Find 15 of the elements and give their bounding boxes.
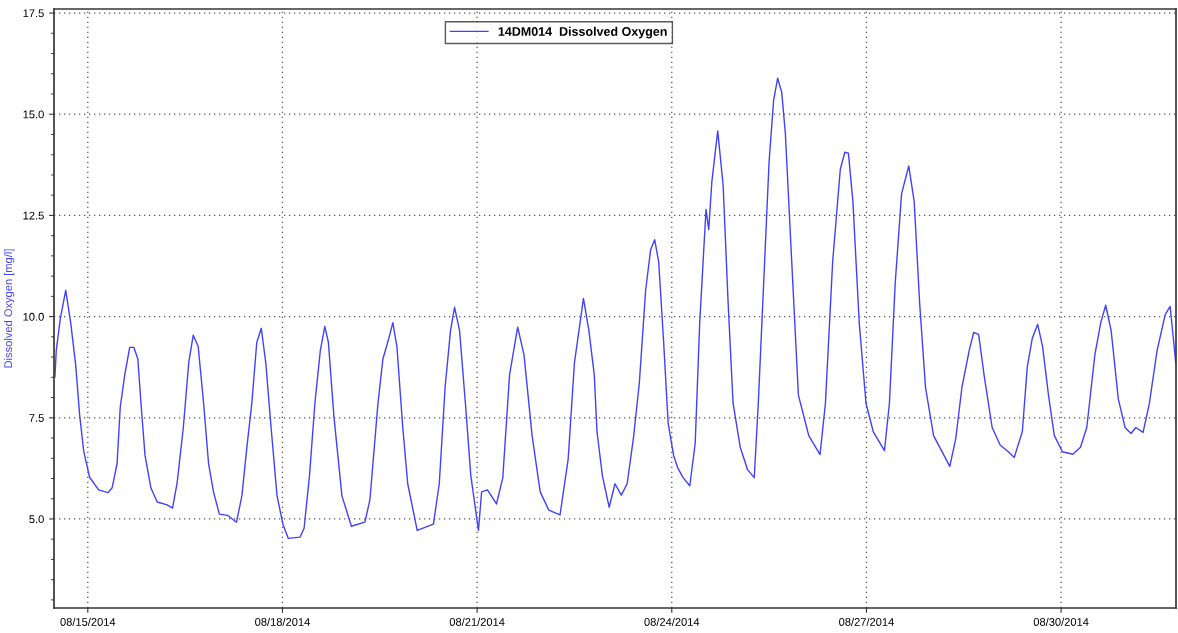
y-tick-label: 7.5 xyxy=(29,414,44,422)
x-tick-label: 08/15/2014 xyxy=(60,617,116,626)
legend-label: 14DM014 Dissolved Oxygen xyxy=(498,26,667,39)
y-tick-label: 17.5 xyxy=(23,9,44,18)
x-tick-label: 08/24/2014 xyxy=(644,617,700,626)
line-series xyxy=(54,77,1176,540)
x-tick-label: 08/21/2014 xyxy=(449,617,505,626)
y-tick-label: 10.0 xyxy=(23,312,44,321)
y-tick-label: 12.5 xyxy=(23,211,44,220)
x-tick-label: 08/30/2014 xyxy=(1033,617,1089,626)
x-tick-label: 08/27/2014 xyxy=(839,617,894,626)
y-tick-label: 5.0 xyxy=(29,515,44,524)
y-axis-title: Dissolved Oxygen [mg/l] xyxy=(3,249,15,368)
y-tick-label: 15.0 xyxy=(23,110,44,119)
x-tick-label: 08/18/2014 xyxy=(255,617,310,626)
